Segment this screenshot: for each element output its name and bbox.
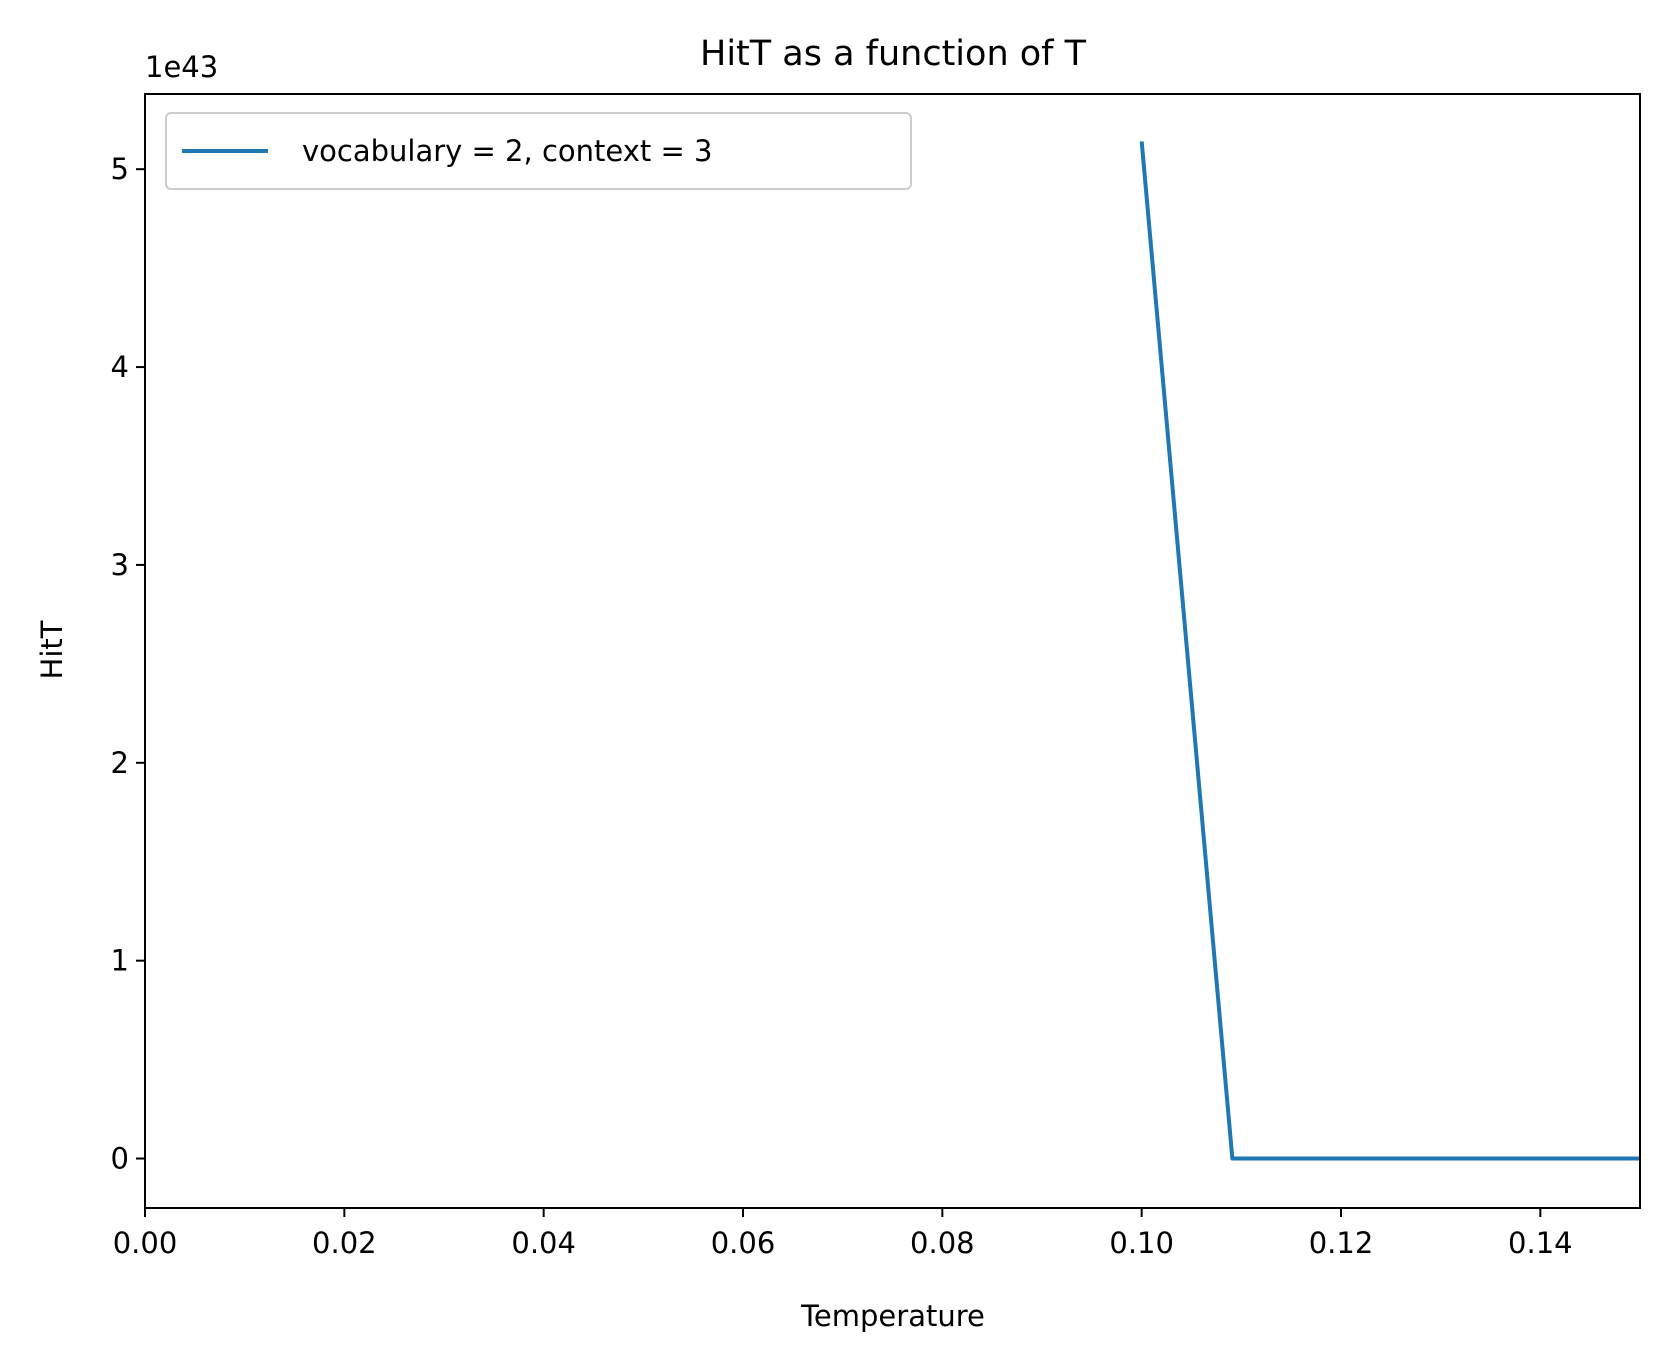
plot-area: 0.00 0.02 0.04 0.06 0.08 0.10 0.12 0.14 0 1 2 3 4 5 vo…: [111, 93, 1641, 1260]
x-tick-label: 0.04: [511, 1226, 576, 1260]
x-tick-label: 0.00: [113, 1226, 178, 1260]
y-axis-label: HitT: [35, 620, 69, 679]
x-tick-label: 0.14: [1508, 1226, 1573, 1260]
series-line-0: [1139, 141, 1640, 1161]
x-axis-label: Temperature: [800, 1299, 985, 1333]
y-tick-label: 4: [111, 350, 129, 384]
legend-label: vocabulary = 2, context = 3: [302, 134, 712, 168]
x-tick-label: 0.06: [711, 1226, 776, 1260]
y-tick-label: 1: [111, 944, 129, 978]
y-tick-label: 0: [111, 1142, 129, 1176]
x-tick-label: 0.12: [1309, 1226, 1374, 1260]
plot-frame: [144, 93, 1641, 1209]
x-tick-label: 0.10: [1109, 1226, 1174, 1260]
chart-title: HitT as a function of T: [700, 34, 1087, 74]
x-tick-label: 0.08: [910, 1226, 975, 1260]
legend-box: [165, 112, 912, 190]
y-offset-label: 1e43: [145, 50, 218, 84]
x-tick-label: 0.02: [312, 1226, 377, 1260]
y-tick-label: 2: [111, 746, 129, 780]
y-tick-label: 5: [111, 152, 129, 186]
y-tick-label: 3: [111, 548, 129, 582]
